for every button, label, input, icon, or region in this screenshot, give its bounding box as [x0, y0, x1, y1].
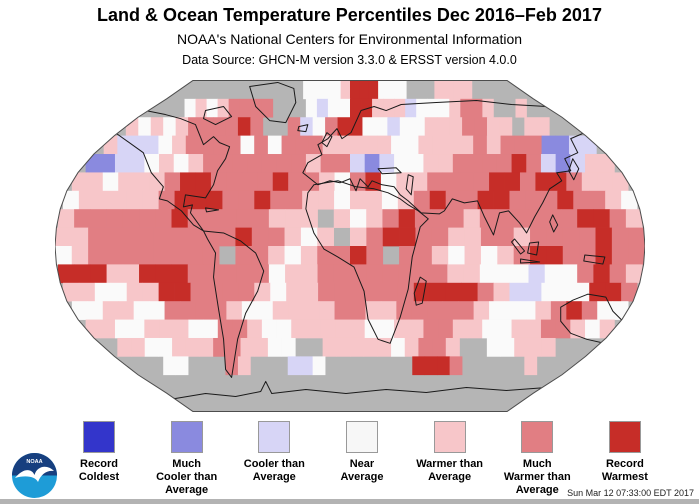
bottom-border-strip	[0, 499, 699, 504]
world-percentile-map	[55, 80, 645, 412]
legend-label-near-average: Near Average	[340, 458, 384, 483]
page-title: Land & Ocean Temperature Percentiles Dec…	[97, 5, 602, 25]
legend-swatch-cooler-than-average	[258, 421, 291, 453]
noaa-seagull-icon	[15, 466, 54, 482]
legend-item-near-average: Near Average	[319, 421, 405, 497]
legend-label-much-warmer-than-average: Much Warmer than Average	[503, 458, 571, 496]
legend-label-record-coldest: Record Coldest	[78, 458, 120, 483]
legend-swatch-warmer-than-average	[433, 421, 466, 453]
legend-swatch-much-warmer-than-average	[521, 421, 554, 453]
legend-item-warmer-than-average: Warmer than Average	[407, 421, 493, 497]
noaa-logo-icon: NOAA	[12, 453, 58, 498]
legend-swatch-record-coldest	[83, 421, 115, 453]
legend-label-cooler-than-average: Cooler than Average	[243, 458, 305, 483]
generated-timestamp: Sun Mar 12 07:33:00 EDT 2017	[567, 488, 694, 498]
legend-swatch-near-average	[345, 421, 378, 453]
legend-item-much-warmer-than-average: Much Warmer than Average	[494, 421, 580, 497]
map-outline	[55, 80, 645, 412]
page-subtitle: NOAA's National Centers for Environmenta…	[176, 31, 523, 47]
percentile-grid-cells	[55, 80, 645, 376]
legend-item-much-cooler-than-average: Much Cooler than Average	[144, 421, 230, 497]
data-source-line: Data Source: GHCN-M version 3.3.0 & ERSS…	[182, 53, 517, 67]
legend-item-record-coldest: Record Coldest	[56, 421, 142, 497]
legend-label-warmer-than-average: Warmer than Average	[416, 458, 484, 483]
legend-label-record-warmest: Record Warmest	[601, 458, 648, 483]
coastlines	[84, 81, 644, 403]
legend-label-much-cooler-than-average: Much Cooler than Average	[156, 458, 218, 496]
map-legend: Record Coldest Much Cooler than Average Coole…	[56, 421, 668, 497]
legend-item-cooler-than-average: Cooler than Average	[231, 421, 317, 497]
noaa-logo-text: NOAA	[26, 459, 42, 465]
legend-swatch-much-cooler-than-average	[170, 421, 203, 453]
legend-swatch-record-warmest	[608, 421, 641, 453]
legend-item-record-warmest: Record Warmest	[582, 421, 668, 497]
